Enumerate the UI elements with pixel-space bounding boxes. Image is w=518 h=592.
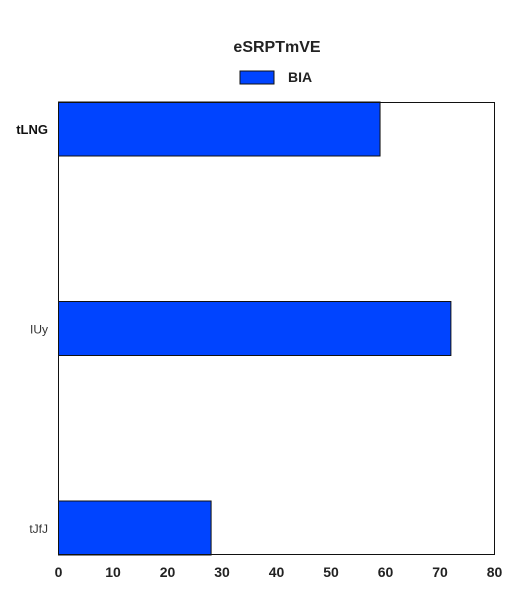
- bar-tLNG: [58, 101, 381, 157]
- x-tick-label: 0: [55, 564, 63, 580]
- bar-tJfJ: [58, 500, 212, 556]
- y-tick-label: tLNG: [16, 122, 48, 137]
- bars-group: [58, 101, 452, 556]
- x-tick-label: 50: [323, 564, 339, 580]
- x-tick-label: 40: [269, 564, 285, 580]
- x-tick-label: 80: [487, 564, 503, 580]
- legend-label: BIA: [288, 69, 312, 85]
- bar-IUy: [58, 301, 452, 356]
- x-axis-ticks: 0 10 20 30 40 50 60 70 80: [55, 564, 503, 580]
- y-axis-labels: tLNG IUy tJfJ: [16, 122, 48, 536]
- legend-swatch: [239, 70, 275, 85]
- chart-title: eSRPTmVE: [233, 39, 320, 56]
- legend: BIA: [239, 69, 312, 85]
- x-tick-label: 10: [105, 564, 121, 580]
- x-tick-label: 30: [214, 564, 230, 580]
- y-tick-label: IUy: [30, 323, 48, 337]
- x-tick-label: 70: [432, 564, 448, 580]
- x-tick-label: 20: [160, 564, 176, 580]
- y-tick-label: tJfJ: [29, 522, 48, 536]
- plot-frame: [58, 102, 495, 555]
- x-tick-label: 60: [378, 564, 394, 580]
